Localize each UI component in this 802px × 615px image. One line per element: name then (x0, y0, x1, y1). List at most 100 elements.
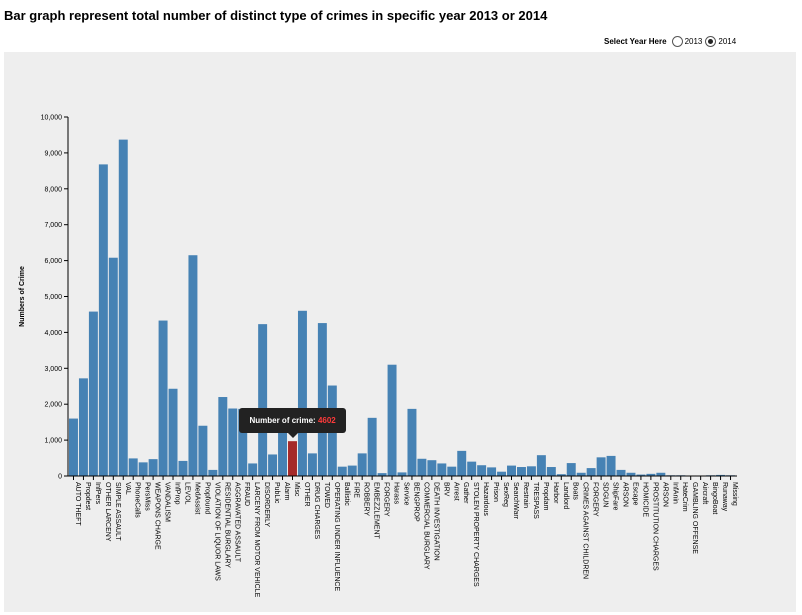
bar-weapons-charge[interactable] (148, 459, 158, 476)
x-tick-label: HateCrim (681, 482, 688, 512)
x-tick-label: COMMERCIAL BURGLARY (422, 482, 429, 570)
bar-service[interactable] (397, 472, 407, 476)
bar-harbor[interactable] (546, 467, 556, 476)
x-tick-label: Landlord (562, 482, 569, 509)
bar-disorderly[interactable] (258, 324, 268, 476)
bar-simple-assault[interactable] (108, 257, 118, 476)
bar-homicide[interactable] (636, 474, 646, 476)
x-tick-label: Boats (572, 482, 579, 500)
bar-vandalism[interactable] (158, 320, 168, 476)
bar-bengprop[interactable] (407, 408, 417, 476)
bar-ballistic[interactable] (337, 466, 347, 476)
bar-auto-theft[interactable] (69, 418, 78, 476)
bar-harass[interactable] (387, 364, 397, 476)
bar-escape[interactable] (626, 472, 636, 476)
bar-searchwarr[interactable] (507, 465, 516, 476)
bar-aggravated-assault[interactable] (228, 408, 238, 476)
bar-boats[interactable] (566, 463, 576, 476)
bar-arson[interactable] (616, 469, 626, 476)
x-tick-label: AGGRAVATED ASSAULT (233, 482, 240, 563)
y-tick-label: 1,000 (44, 438, 62, 445)
bar-larceny-from-motor-vehicle[interactable] (248, 463, 258, 476)
chart-title: Bar graph represent total number of dist… (4, 8, 548, 23)
bar-infprop[interactable] (168, 388, 178, 476)
x-tick-label: AUTO THEFT (74, 482, 81, 526)
bar-landlord[interactable] (556, 474, 566, 476)
x-tick-label: Escape (631, 482, 638, 505)
bar-crimes-against-children[interactable] (576, 472, 586, 476)
x-tick-label: InfProp (174, 482, 181, 505)
bar-trespass[interactable] (526, 466, 536, 476)
bar-arrest[interactable] (447, 466, 457, 476)
bar-hazardous[interactable] (477, 465, 487, 476)
bar-sexreg[interactable] (497, 471, 507, 476)
x-tick-label: Propfound (203, 482, 210, 514)
x-tick-label: ROBBERY (363, 482, 370, 516)
x-tick-label: DRUG CHARGES (313, 482, 320, 540)
y-tick-label: 10,000 (41, 115, 63, 122)
x-tick-label: Missing (731, 482, 738, 506)
bar-gather[interactable] (457, 450, 467, 476)
bar-levol[interactable] (178, 460, 188, 476)
bar-persmiss[interactable] (138, 462, 148, 476)
x-tick-label: Propdest (84, 482, 91, 510)
bar-robbery[interactable] (357, 453, 367, 476)
chart-area: AUTO THEFT Propdest InfPers OTHER LARCENY SI… (4, 52, 796, 612)
x-tick-label: TOWED (323, 482, 330, 508)
bar-fire[interactable] (347, 465, 357, 476)
bar-towed[interactable] (317, 323, 327, 476)
x-tick-label: Propdam (542, 482, 549, 511)
x-tick-label: DEATH INVESTIGATION (432, 482, 439, 561)
y-tick-label: 0 (58, 474, 62, 481)
year-option-2013[interactable]: 2013 (671, 36, 703, 47)
x-tick-label: Prison (492, 482, 499, 502)
x-tick-label: BENGPROP (412, 482, 419, 522)
bar-other[interactable] (297, 310, 307, 476)
x-tick-label: FORGERY (383, 482, 390, 517)
bar-forgery[interactable] (586, 468, 596, 476)
bar-forgery[interactable] (377, 473, 387, 476)
x-tick-label: Harbor (552, 482, 559, 504)
bar-val[interactable] (118, 139, 128, 476)
bar-violation-of-liquor-laws[interactable] (208, 469, 218, 476)
bar-propdam[interactable] (536, 455, 546, 476)
year-option-2014[interactable]: 2014 (705, 36, 736, 47)
bar-medassist[interactable] (188, 255, 198, 476)
bar-propfound[interactable] (198, 425, 208, 476)
x-tick-label: PhoneCalls (134, 482, 141, 518)
year-2013-label: 2013 (684, 37, 703, 46)
bar-propdest[interactable] (78, 378, 88, 476)
bar-shipfare[interactable] (606, 455, 616, 476)
bar-brv[interactable] (437, 463, 447, 476)
x-tick-label: InfAnin (671, 482, 678, 504)
radio-2013-icon[interactable] (671, 36, 683, 47)
year-selector: Select Year Here 2013 2014 (604, 36, 736, 47)
bar-public[interactable] (268, 454, 278, 476)
x-tick-label: ShipFare (612, 482, 619, 511)
y-tick-label: 3,000 (44, 366, 62, 373)
bar-infpers[interactable] (88, 311, 98, 476)
y-tick-label: 2,000 (44, 402, 62, 409)
bar-embezzlement[interactable] (367, 417, 377, 476)
bar-residential-burglary[interactable] (218, 397, 228, 476)
bar-alarm[interactable] (278, 410, 288, 476)
x-tick-label: VAL (124, 482, 131, 495)
radio-2014-icon[interactable] (705, 36, 717, 47)
bar-other-larceny[interactable] (98, 164, 108, 476)
bar-runaway[interactable] (716, 474, 726, 476)
bar-misc[interactable] (288, 441, 297, 476)
x-tick-label: Misc (293, 482, 300, 497)
bar-phonecalls[interactable] (128, 458, 138, 476)
bar-drug-charges[interactable] (307, 453, 317, 476)
bar-prostitution-charges[interactable] (646, 473, 656, 476)
bar-stolen-property-charges[interactable] (467, 461, 477, 476)
bar-restrain[interactable] (516, 467, 526, 476)
bar-fraud[interactable] (238, 408, 248, 476)
x-tick-label: OTHER (303, 482, 310, 507)
bar-death-investigation[interactable] (427, 460, 437, 476)
bar-arson[interactable] (656, 472, 666, 476)
bar-prison[interactable] (487, 467, 497, 476)
bar-commercial-burglary[interactable] (417, 458, 427, 476)
bar-sdgun[interactable] (596, 457, 606, 476)
x-tick-label: RESIDENTIAL BURGLARY (223, 482, 230, 568)
